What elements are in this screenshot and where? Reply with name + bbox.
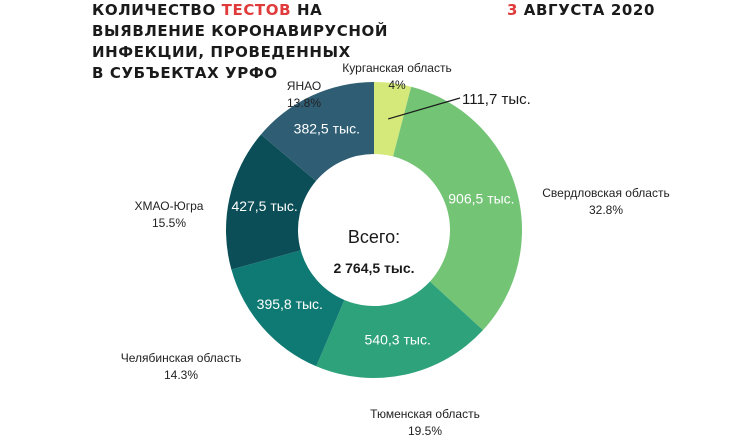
leader-line-kurgan	[388, 97, 461, 120]
slice-value-kurgan: 111,7 тыс.	[462, 91, 531, 108]
date-label: 3 АВГУСТА 2020	[507, 0, 655, 21]
date-text: АВГУСТА 2020	[517, 1, 655, 19]
slice-percent-kurgan: 4%	[388, 78, 406, 92]
title-accent-text: ТЕСТОВ	[221, 1, 292, 19]
slice-percent-chelyabinsk: 14.3%	[164, 368, 198, 382]
slice-chelyabinsk	[231, 250, 345, 367]
slice-name-tyumen: Тюменская область	[370, 407, 480, 421]
title-text: КОЛИЧЕСТВО	[92, 1, 222, 19]
title-text: НА	[291, 1, 323, 19]
center-label: Всего:	[348, 227, 400, 247]
slice-yanao	[260, 82, 374, 181]
slice-name-chelyabinsk: Челябинская область	[121, 351, 241, 365]
title-line-2: ВЫЯВЛЕНИЕ КОРОНАВИРУСНОЙ	[92, 22, 388, 40]
title-line-4: В СУБЪЕКТАХ УРФО	[92, 64, 278, 82]
title-line-1: КОЛИЧЕСТВО ТЕСТОВ НА	[92, 0, 388, 21]
slice-value-chelyabinsk: 395,8 тыс.	[257, 296, 323, 312]
slice-percent-tyumen: 19.5%	[408, 424, 442, 438]
leader-lines	[388, 97, 461, 120]
slice-kurgan	[374, 82, 412, 157]
slice-khmao	[226, 134, 316, 270]
slice-percent-sverdlovsk: 32.8%	[589, 203, 623, 217]
chart-title: КОЛИЧЕСТВО ТЕСТОВ НА ВЫЯВЛЕНИЕ КОРОНАВИР…	[92, 0, 388, 84]
slice-labels: Курганская область 4% 111,7 тыс. Свердловск…	[121, 61, 670, 438]
slice-percent-yanao: 13.8%	[287, 96, 321, 110]
center-total: 2 764,5 тыс.	[333, 260, 414, 276]
donut-slices	[226, 82, 522, 379]
slice-name-sverdlovsk: Свердловская область	[542, 186, 669, 200]
slice-value-yanao: 382,5 тыс.	[294, 120, 360, 136]
slice-value-khmao: 427,5 тыс.	[231, 198, 297, 214]
slice-name-kurgan: Курганская область	[342, 61, 451, 75]
slice-name-khmao: ХМАО-Югра	[135, 199, 204, 213]
date-accent-text: 3	[506, 1, 518, 19]
slice-sverdlovsk	[393, 86, 522, 331]
slice-value-tyumen: 540,3 тыс.	[365, 331, 431, 347]
slice-value-sverdlovsk: 906,5 тыс.	[448, 190, 514, 206]
slice-percent-khmao: 15.5%	[152, 216, 186, 230]
title-line-3: ИНФЕКЦИИ, ПРОВЕДЕННЫХ	[92, 43, 351, 61]
slice-name-yanao: ЯНАО	[287, 79, 321, 93]
slice-tyumen	[316, 281, 483, 379]
